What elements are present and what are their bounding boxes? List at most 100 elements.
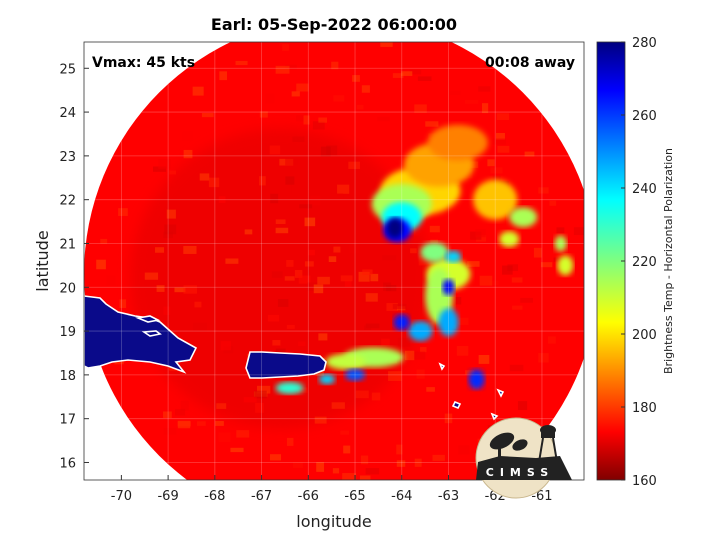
texture-cell (193, 322, 207, 332)
texture-cell (381, 338, 390, 346)
rainband-cell (499, 231, 520, 248)
x-ticks: -70 -69 -68 -67 -66 -65 -64 -63 -62 -61 (111, 475, 553, 504)
texture-cell (220, 341, 231, 351)
texture-cell (413, 231, 426, 236)
y-tick-label: 24 (59, 106, 76, 121)
y-tick-label: 25 (59, 62, 76, 77)
texture-cell (401, 482, 411, 489)
x-axis-label: longitude (296, 512, 371, 531)
texture-cell (183, 149, 193, 159)
texture-cell (279, 42, 288, 47)
texture-cell (349, 244, 359, 253)
colorbar-label: Brightness Temp - Horizontal Polarizatio… (662, 148, 675, 374)
x-tick-label: -65 (344, 489, 365, 504)
texture-cell (358, 271, 370, 282)
texture-cell (292, 462, 303, 468)
texture-cell (495, 132, 505, 140)
island (496, 388, 505, 398)
rainband-cell (442, 279, 455, 296)
island (84, 295, 198, 374)
texture-cell (524, 151, 535, 157)
texture-cell (377, 116, 390, 122)
x-tick-label: -64 (391, 489, 412, 504)
island (438, 362, 446, 371)
texture-cell (343, 445, 351, 454)
texture-cell (378, 42, 389, 43)
texture-cell (426, 387, 435, 392)
texture-cell (270, 193, 279, 204)
texture-cell (275, 348, 286, 355)
texture-cell (331, 193, 344, 199)
texture-cell (398, 35, 408, 42)
texture-cell (144, 272, 159, 280)
texture-cell (331, 402, 345, 409)
texture-cell (404, 350, 415, 361)
texture-cell (298, 341, 306, 347)
texture-cell (573, 227, 584, 236)
colorbar-tick-label: 280 (632, 36, 657, 51)
texture-cell (269, 454, 282, 461)
texture-cell (361, 85, 370, 93)
island (141, 330, 162, 337)
texture-cell (449, 90, 461, 95)
texture-cell (279, 184, 292, 194)
texture-cell (512, 305, 523, 310)
texture-cell (359, 475, 371, 480)
texture-cell (183, 285, 197, 294)
texture-cell (340, 430, 350, 435)
y-tick-label: 20 (59, 281, 76, 296)
texture-cell (259, 111, 268, 118)
texture-cell (430, 239, 438, 244)
texture-cell (183, 245, 197, 254)
texture-cell (432, 454, 445, 461)
texture-cell (241, 488, 249, 493)
texture-cell (318, 333, 328, 341)
texture-cell (272, 340, 281, 346)
texture-cell (375, 489, 383, 497)
y-tick-label: 18 (59, 369, 76, 384)
texture-cell (259, 176, 266, 186)
island (451, 400, 462, 410)
texture-cell (482, 103, 489, 114)
texture-cell (275, 219, 286, 225)
texture-cell (380, 42, 393, 47)
plot-frame (83, 41, 585, 481)
texture-cell (488, 280, 499, 286)
colorbar: 160 180 200 220 240 260 280 Brightness Temp - … (596, 36, 675, 489)
texture-cell (284, 276, 295, 281)
texture-cell (417, 76, 432, 81)
texture-cell (348, 161, 360, 169)
texture-cell (478, 86, 491, 92)
rainband-cell (325, 353, 366, 370)
colorbar-tick-label: 260 (632, 109, 657, 124)
texture-cell (507, 264, 519, 272)
texture-cell (192, 86, 204, 96)
rainband-cell (468, 369, 485, 390)
texture-cell (364, 325, 372, 331)
texture-cell (401, 71, 413, 76)
texture-cell (464, 99, 479, 104)
texture-cell (396, 460, 406, 467)
rainband-cell (275, 382, 304, 395)
rainband-cell (554, 235, 567, 252)
texture-cell (337, 184, 350, 194)
texture-cell (169, 170, 177, 175)
texture-cell (465, 370, 475, 375)
rainband-cell (427, 124, 488, 161)
texture-cell (397, 337, 411, 347)
rainband-features (275, 124, 574, 395)
texture-cell (299, 204, 313, 209)
island (245, 351, 327, 379)
texture-cell (333, 95, 345, 102)
texture-cell (492, 138, 506, 145)
texture-cell (196, 421, 206, 426)
x-tick-label: -63 (438, 489, 459, 504)
texture-cell (119, 299, 127, 308)
texture-cell (492, 175, 501, 184)
texture-cell (479, 275, 493, 286)
texture-cell (370, 273, 379, 282)
vmax-annotation: Vmax: 45 kts (92, 55, 195, 71)
texture-cell (156, 285, 165, 292)
texture-cell (502, 265, 513, 275)
